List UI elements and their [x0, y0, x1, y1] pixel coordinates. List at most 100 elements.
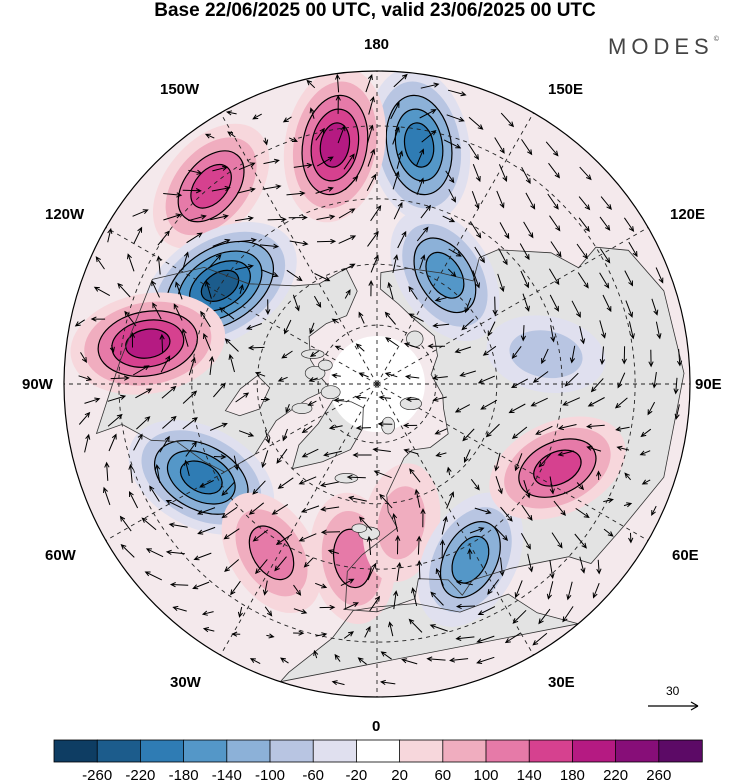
wind-vector — [78, 411, 91, 425]
wind-vector — [392, 170, 400, 190]
lon-label-30e: 30E — [548, 674, 575, 691]
wind-vector — [182, 251, 189, 270]
wind-vector — [578, 196, 591, 211]
wind-vector — [315, 127, 325, 141]
wind-vector — [266, 633, 275, 639]
anomaly-contour — [248, 525, 295, 581]
wind-vector — [420, 508, 426, 528]
wind-vector — [527, 553, 534, 573]
island-coastline — [351, 523, 368, 533]
wind-vector — [416, 226, 429, 242]
wind-vector — [235, 264, 254, 271]
wind-vector — [261, 450, 269, 468]
wind-vector — [355, 425, 371, 431]
wind-vector — [408, 313, 424, 322]
wind-vector — [404, 374, 420, 380]
wind-vector — [231, 631, 241, 637]
island-coastline — [320, 385, 341, 400]
wind-vector — [260, 396, 271, 403]
wind-vector — [421, 129, 437, 143]
colorbar-tick-label: 100 — [473, 767, 499, 784]
wind-vector — [320, 506, 340, 512]
wind-vector — [286, 269, 303, 282]
wind-vector — [435, 452, 447, 458]
wind-vector — [212, 238, 231, 247]
anomaly-contour — [403, 122, 435, 168]
wind-vector — [159, 333, 165, 353]
wind-vector — [379, 493, 393, 509]
wind-vector — [264, 606, 273, 617]
wind-vector — [154, 463, 161, 483]
coastline-hudson-bay — [224, 375, 271, 417]
wind-vector — [228, 353, 235, 373]
wind-vector — [652, 372, 658, 389]
wind-vector — [676, 349, 683, 367]
wind-vector — [95, 256, 105, 270]
wind-vector — [463, 449, 471, 464]
wind-vector — [282, 116, 292, 123]
wind-vector — [249, 658, 261, 665]
lon-label-90e: 90E — [695, 376, 722, 393]
wind-vector — [238, 284, 244, 294]
wind-vector — [338, 235, 357, 244]
wind-vector — [213, 454, 227, 460]
wind-vector — [377, 421, 393, 427]
wind-vector — [262, 184, 282, 190]
wind-vector — [144, 571, 163, 581]
wind-vector — [599, 216, 611, 231]
anomaly-low-0 — [368, 71, 471, 223]
lon-label-60w: 60W — [45, 547, 76, 564]
wind-vector — [549, 215, 561, 232]
wind-vector — [367, 562, 377, 581]
wind-vector — [590, 378, 604, 393]
map-border — [63, 70, 691, 698]
wind-vector — [511, 346, 522, 360]
wind-vector — [331, 680, 345, 686]
wind-vector — [288, 137, 298, 142]
wind-vector — [547, 193, 559, 210]
wind-vector — [212, 165, 229, 172]
brand-mark: © — [713, 36, 719, 43]
wind-vector — [439, 539, 446, 559]
wind-vector — [427, 343, 446, 349]
wind-vector — [405, 396, 420, 402]
wind-vector — [133, 433, 143, 451]
wind-vector — [624, 472, 631, 481]
colorbar-tick-label: 220 — [603, 767, 629, 784]
wind-vector — [223, 528, 240, 540]
wind-vector — [259, 243, 280, 249]
wind-vector — [157, 230, 170, 246]
wind-vector — [129, 331, 136, 348]
colorbar-swatch — [226, 739, 271, 763]
wind-vector — [392, 254, 399, 274]
wind-vector — [432, 322, 450, 329]
colorbar-swatch — [528, 739, 574, 763]
wind-vector — [447, 89, 467, 97]
wind-vector — [520, 532, 531, 550]
wind-vector — [416, 535, 422, 555]
wind-vector — [586, 423, 605, 429]
wind-vector — [495, 476, 503, 495]
wind-vector — [340, 578, 355, 587]
graticule — [64, 71, 690, 697]
wind-vector — [429, 624, 448, 632]
lon-label-120e: 120E — [670, 206, 706, 223]
island-coastline — [291, 402, 313, 414]
wind-vector — [185, 441, 197, 457]
wind-vector — [419, 109, 437, 119]
wind-vector — [306, 79, 316, 89]
wind-vector — [576, 482, 585, 491]
wind-vector — [313, 295, 322, 308]
wind-vector — [586, 445, 602, 452]
colorbar-tick-label: 180 — [559, 767, 585, 784]
wind-vector — [337, 125, 346, 144]
wind-vector — [497, 273, 505, 293]
wind-vector — [184, 459, 190, 477]
wind-vector — [550, 241, 562, 258]
wind-vector — [209, 355, 215, 375]
wind-vector — [462, 428, 475, 442]
wind-vector — [200, 310, 211, 328]
wind-vector — [309, 107, 315, 119]
wind-vector — [396, 561, 402, 581]
wind-vector — [640, 428, 652, 438]
